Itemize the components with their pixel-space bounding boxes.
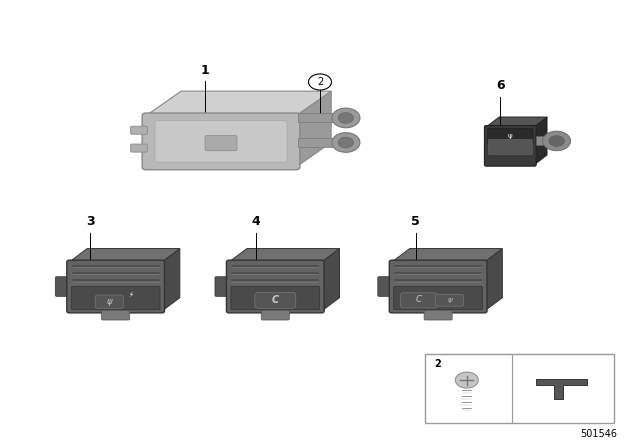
- Polygon shape: [146, 91, 331, 116]
- FancyBboxPatch shape: [131, 126, 147, 134]
- Text: 4: 4: [252, 215, 260, 228]
- FancyBboxPatch shape: [488, 139, 532, 155]
- Bar: [536, 137, 561, 146]
- Text: ψ: ψ: [508, 133, 513, 138]
- FancyBboxPatch shape: [67, 260, 164, 313]
- FancyBboxPatch shape: [205, 136, 237, 151]
- FancyBboxPatch shape: [71, 287, 160, 310]
- FancyBboxPatch shape: [488, 129, 533, 145]
- Polygon shape: [162, 249, 180, 311]
- Circle shape: [549, 136, 564, 146]
- Polygon shape: [392, 249, 502, 262]
- Circle shape: [332, 108, 360, 128]
- Text: 501546: 501546: [580, 429, 617, 439]
- Text: 1: 1: [201, 64, 209, 77]
- FancyBboxPatch shape: [155, 121, 287, 162]
- Circle shape: [338, 112, 353, 123]
- Polygon shape: [229, 249, 339, 262]
- Text: C: C: [272, 295, 279, 305]
- Text: C: C: [416, 295, 422, 305]
- FancyBboxPatch shape: [484, 125, 536, 166]
- Bar: [298, 138, 339, 147]
- Polygon shape: [484, 249, 502, 311]
- FancyBboxPatch shape: [215, 277, 230, 296]
- Text: ψ: ψ: [106, 297, 112, 306]
- FancyBboxPatch shape: [142, 113, 300, 170]
- FancyBboxPatch shape: [231, 287, 320, 310]
- Circle shape: [543, 131, 571, 151]
- FancyBboxPatch shape: [255, 293, 296, 308]
- FancyBboxPatch shape: [436, 295, 464, 306]
- FancyBboxPatch shape: [401, 293, 438, 308]
- Polygon shape: [296, 91, 331, 167]
- Circle shape: [332, 133, 360, 152]
- Text: ψ: ψ: [447, 297, 452, 303]
- FancyBboxPatch shape: [394, 287, 483, 310]
- Text: 5: 5: [412, 215, 420, 228]
- Polygon shape: [534, 117, 547, 165]
- Bar: [426, 353, 614, 423]
- FancyBboxPatch shape: [55, 277, 70, 296]
- Text: 6: 6: [496, 79, 504, 92]
- FancyBboxPatch shape: [95, 295, 124, 308]
- FancyBboxPatch shape: [389, 260, 487, 313]
- Text: ⚡: ⚡: [129, 292, 133, 298]
- Polygon shape: [321, 249, 339, 311]
- Circle shape: [308, 74, 332, 90]
- Polygon shape: [486, 117, 547, 127]
- Circle shape: [455, 372, 478, 388]
- Text: 2: 2: [317, 77, 323, 87]
- FancyBboxPatch shape: [424, 310, 452, 320]
- FancyBboxPatch shape: [131, 144, 147, 152]
- Text: 3: 3: [86, 215, 95, 228]
- Circle shape: [338, 137, 353, 148]
- Bar: [298, 113, 339, 122]
- FancyBboxPatch shape: [227, 260, 324, 313]
- FancyBboxPatch shape: [378, 277, 393, 296]
- FancyBboxPatch shape: [261, 310, 289, 320]
- FancyBboxPatch shape: [102, 310, 130, 320]
- Polygon shape: [69, 249, 180, 262]
- Text: 2: 2: [435, 359, 441, 369]
- Polygon shape: [536, 379, 587, 399]
